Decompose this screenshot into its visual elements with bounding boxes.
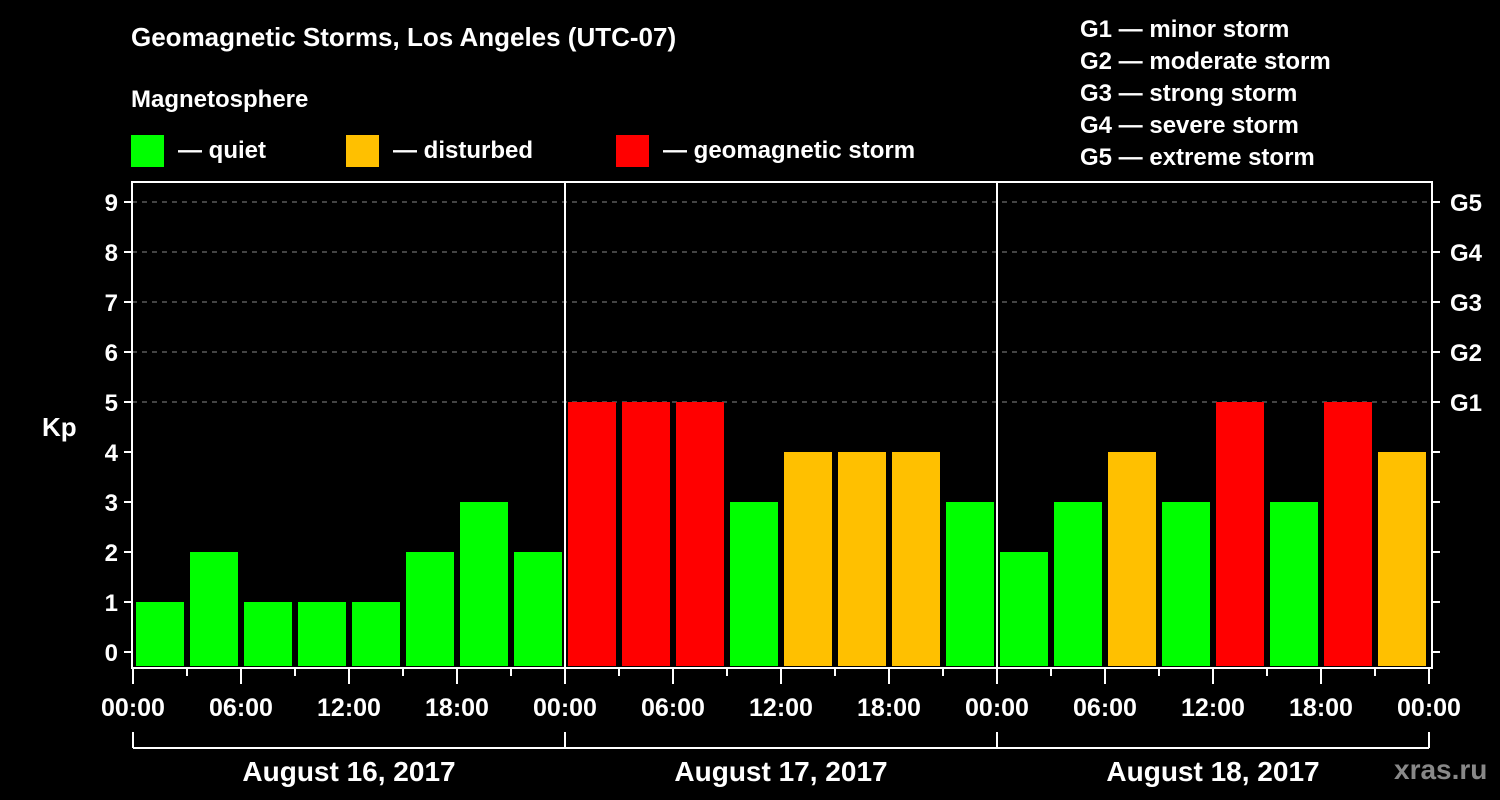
legend-heading: Magnetosphere [131, 86, 309, 113]
kp-bar [784, 452, 832, 666]
y-tick-label: 7 [105, 290, 118, 317]
x-tick-label: 18:00 [1289, 694, 1353, 722]
kp-bar [946, 502, 994, 666]
x-tick-label: 06:00 [1073, 694, 1137, 722]
x-tick-label: 12:00 [1181, 694, 1245, 722]
y-tick-label: 4 [105, 440, 119, 467]
kp-bar [1378, 452, 1426, 666]
kp-bar [136, 602, 184, 666]
y-tick-label: 8 [105, 240, 118, 267]
legend-quiet: — quiet [131, 134, 266, 168]
y-tick-label: 0 [105, 640, 118, 667]
y-tick-label: 5 [105, 390, 118, 417]
legend-quiet-label: — quiet [178, 137, 266, 164]
y-axis-label: Kp [42, 412, 77, 442]
kp-bar [406, 552, 454, 666]
x-tick-label: 18:00 [425, 694, 489, 722]
chart-title: Geomagnetic Storms, Los Angeles (UTC-07) [131, 22, 677, 52]
kp-bar [1324, 402, 1372, 666]
x-tick-label: 00:00 [533, 694, 597, 722]
legend-disturbed: — disturbed [346, 134, 533, 168]
x-tick-label: 12:00 [749, 694, 813, 722]
kp-bar [514, 552, 562, 666]
kp-bar [190, 552, 238, 666]
kp-bar [352, 602, 400, 666]
x-tick-label: 00:00 [1397, 694, 1461, 722]
legend-disturbed-label: — disturbed [393, 137, 534, 164]
legend-storm-label: — geomagnetic storm [663, 137, 916, 164]
kp-bar [568, 402, 616, 666]
y-tick-label: 2 [105, 540, 118, 567]
kp-bar [1000, 552, 1048, 666]
legend-storm: — geomagnetic storm [616, 134, 915, 168]
g2-desc: G2 — moderate storm [1080, 48, 1331, 75]
g1-desc: G1 — minor storm [1080, 16, 1290, 43]
g-level-label: G5 [1450, 190, 1482, 217]
disturbed-swatch [346, 135, 379, 167]
x-tick-label: 00:00 [965, 694, 1029, 722]
y-tick-label: 3 [105, 490, 118, 517]
x-tick-label: 06:00 [209, 694, 273, 722]
kp-bar [1108, 452, 1156, 666]
quiet-swatch [131, 135, 164, 167]
kp-bar [244, 602, 292, 666]
kp-bar [460, 502, 508, 666]
g-level-label: G1 [1450, 390, 1482, 417]
kp-bar [298, 602, 346, 666]
watermark: xras.ru [1394, 754, 1488, 785]
kp-bar [676, 402, 724, 666]
kp-bar [1216, 402, 1264, 666]
date-label: August 17, 2017 [674, 756, 887, 787]
g4-desc: G4 — severe storm [1080, 112, 1299, 139]
y-tick-label: 6 [105, 340, 118, 367]
date-label: August 16, 2017 [242, 756, 455, 787]
y-tick-label: 1 [105, 590, 118, 617]
kp-bar [1054, 502, 1102, 666]
x-tick-label: 12:00 [317, 694, 381, 722]
kp-bar [1270, 502, 1318, 666]
g3-desc: G3 — strong storm [1080, 80, 1298, 107]
kp-bar [1162, 502, 1210, 666]
x-tick-label: 18:00 [857, 694, 921, 722]
kp-bar [892, 452, 940, 666]
g-scale-legend: G1 — minor storm G2 — moderate storm G3 … [1080, 14, 1331, 174]
g-level-label: G4 [1450, 240, 1483, 267]
g-level-label: G3 [1450, 290, 1482, 317]
g5-desc: G5 — extreme storm [1080, 144, 1315, 171]
x-tick-label: 06:00 [641, 694, 705, 722]
x-tick-label: 00:00 [101, 694, 165, 722]
storm-swatch [616, 135, 649, 167]
kp-bar [730, 502, 778, 666]
kp-bar [622, 402, 670, 666]
kp-bar [838, 452, 886, 666]
y-tick-label: 9 [105, 190, 118, 217]
date-label: August 18, 2017 [1106, 756, 1319, 787]
g-level-label: G2 [1450, 340, 1482, 367]
